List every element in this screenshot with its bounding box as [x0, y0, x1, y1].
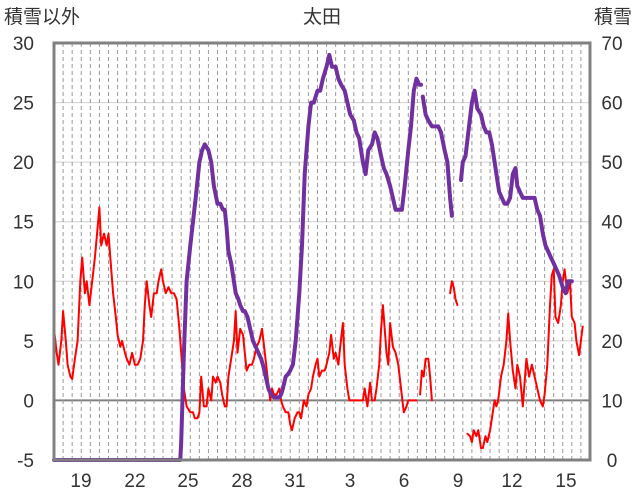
other-value-line [53, 206, 418, 432]
left-tick-label: 20 [13, 153, 34, 174]
right-tick-label: 40 [601, 213, 622, 234]
left-axis-title: 積雪以外 [4, 6, 80, 28]
left-tick-label: 0 [23, 391, 34, 412]
snow-depth-line [459, 88, 574, 296]
plot-frame [52, 41, 592, 462]
x-tick-label: 6 [399, 471, 410, 492]
right-axis-title: 積雪 [594, 6, 632, 28]
x-tick-label: 15 [555, 471, 576, 492]
other-value-line [466, 268, 584, 450]
left-tick-label: 30 [13, 34, 34, 55]
x-tick-label: 12 [501, 471, 522, 492]
left-tick-label: -5 [17, 451, 34, 472]
snow-depth-line [52, 52, 423, 462]
left-tick-label: 15 [13, 213, 34, 234]
other-value-line [449, 280, 459, 307]
x-tick-label: 25 [177, 471, 198, 492]
right-tick-label: 50 [601, 153, 622, 174]
x-tick-label: 31 [284, 471, 305, 492]
right-tick-label: 30 [601, 272, 622, 293]
left-tick-label: 5 [23, 332, 34, 353]
x-tick-label: 9 [453, 471, 464, 492]
x-tick-label: 3 [345, 471, 356, 492]
chart-title: 太田 [303, 6, 341, 28]
plot-border [52, 41, 592, 462]
grid-lines [54, 42, 590, 461]
x-tick-label: 19 [70, 471, 91, 492]
right-tick-label: 70 [601, 34, 622, 55]
x-tick-label: 22 [124, 471, 145, 492]
left-tick-label: 25 [13, 94, 34, 115]
right-tick-label: 10 [601, 391, 622, 412]
axis-labels: 積雪以外 太田 積雪 [4, 6, 632, 28]
other-value-line [419, 357, 433, 402]
left-tick-label: 10 [13, 272, 34, 293]
series-layer [52, 52, 584, 462]
x-tick-label: 28 [231, 471, 252, 492]
right-tick-label: 0 [607, 451, 618, 472]
right-tick-label: 60 [601, 94, 622, 115]
snow-depth-line [420, 94, 454, 218]
right-tick-label: 20 [601, 332, 622, 353]
